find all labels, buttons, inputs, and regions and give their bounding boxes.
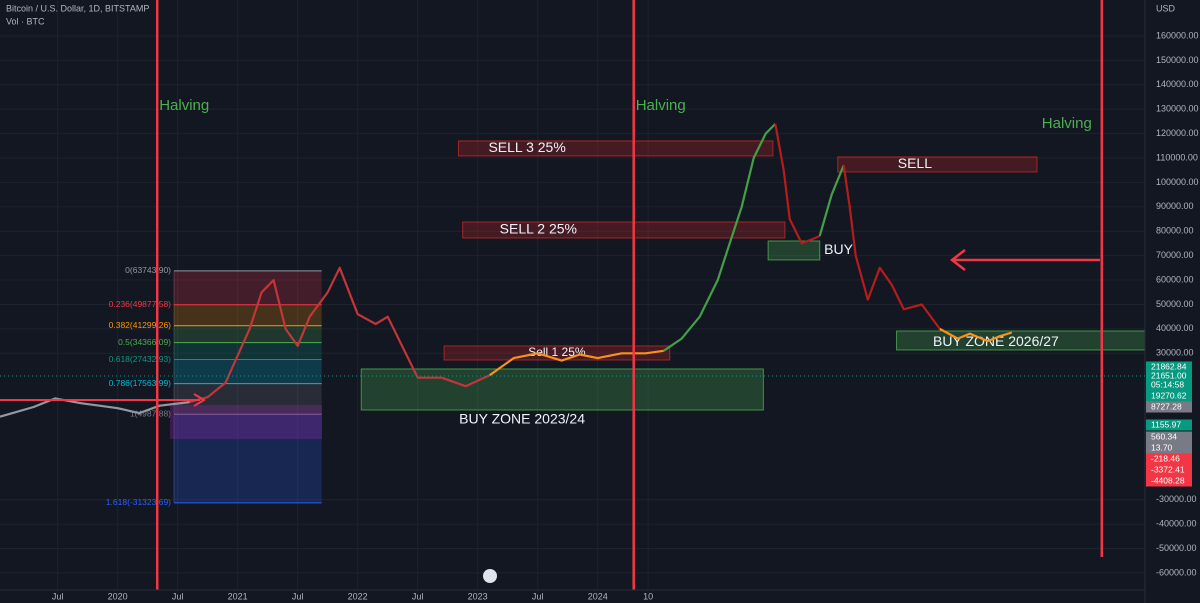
zone-label: SELL 2 25% <box>500 221 577 237</box>
y-tick-label: 160000.00 <box>1156 30 1199 40</box>
y-tick-label: 100000.00 <box>1156 177 1199 187</box>
fib-band <box>174 359 322 384</box>
x-tick-label: 2024 <box>588 591 608 601</box>
x-tick-label: Jul <box>52 591 64 601</box>
y-tick-label: 60000.00 <box>1156 274 1194 284</box>
price-line <box>663 123 777 352</box>
price-badge <box>1146 453 1192 465</box>
price-badge <box>1146 390 1192 402</box>
price-badge-label: 13.70 <box>1151 442 1173 452</box>
grid <box>0 0 1145 590</box>
y-tick-label: 70000.00 <box>1156 250 1194 260</box>
fib-band <box>174 270 322 305</box>
fib-label: 0.5(34366.09) <box>118 337 171 347</box>
y-tick-label: 80000.00 <box>1156 226 1194 236</box>
x-tick-label: 2020 <box>108 591 128 601</box>
fib-label: 0.236(49877.58) <box>109 299 172 309</box>
volume-label: Vol · BTC <box>6 16 45 26</box>
halving-label: Halving <box>1042 115 1092 132</box>
price-line <box>842 165 941 330</box>
price-line <box>774 123 821 245</box>
price-line <box>489 349 664 377</box>
y-tick-label: 110000.00 <box>1156 152 1198 162</box>
x-tick-label: 2021 <box>228 591 248 601</box>
price-badge <box>1146 419 1192 431</box>
x-tick-label: 2023 <box>468 591 488 601</box>
y-tick-label: -50000.00 <box>1156 543 1197 553</box>
price-badge <box>1146 442 1192 454</box>
x-tick-label: Jul <box>292 591 304 601</box>
y-tick-label: 30000.00 <box>1156 348 1194 358</box>
y-tick-label: -60000.00 <box>1156 567 1197 577</box>
fib-band <box>174 304 322 326</box>
y-tick-label: 130000.00 <box>1156 104 1199 114</box>
zone <box>360 368 764 411</box>
zone <box>837 156 1038 173</box>
y-tick-label: -30000.00 <box>1156 494 1197 504</box>
y-tick-label: -40000.00 <box>1156 518 1197 528</box>
price-badge-label: 8727.28 <box>1151 401 1182 411</box>
price-badge-label: 21651.00 <box>1151 370 1187 380</box>
zone-label: Sell 1 25% <box>528 345 586 359</box>
price-badge <box>1146 431 1192 443</box>
price-badge-label: -3372.41 <box>1151 464 1185 474</box>
zone-label: BUY <box>824 241 853 257</box>
price-badge-label: -218.46 <box>1151 453 1180 463</box>
price-badge-label: 05:14:58 <box>1151 379 1184 389</box>
price-badge-label: 19270.62 <box>1151 390 1187 400</box>
fib-label: 0.618(27432.93) <box>109 354 172 364</box>
price-badge-label: -4408.28 <box>1151 475 1185 485</box>
x-tick-label: Jul <box>172 591 184 601</box>
y-tick-label: 90000.00 <box>1156 201 1194 211</box>
x-tick-label: 2022 <box>348 591 368 601</box>
arrow-head <box>949 249 966 271</box>
price-badge <box>1146 361 1192 373</box>
price-line <box>818 164 845 237</box>
fib-label: 0.786(17563.99) <box>109 378 172 388</box>
price-badge-label: 1155.97 <box>1151 419 1181 429</box>
y-tick-label: 120000.00 <box>1156 128 1199 138</box>
y-tick-label: 150000.00 <box>1156 55 1199 65</box>
zone-label: BUY ZONE 2026/27 <box>933 333 1059 349</box>
price-badge-label: 560.34 <box>1151 431 1177 441</box>
zone-label: BUY ZONE 2023/24 <box>459 411 585 427</box>
price-line <box>0 397 190 418</box>
chart-title: Bitcoin / U.S. Dollar, 1D, BITSTAMP <box>6 3 149 13</box>
price-line <box>939 327 1013 343</box>
y-tick-label: 140000.00 <box>1156 79 1199 89</box>
price-badge-label: 21862.84 <box>1151 361 1187 371</box>
fib-band <box>174 342 322 360</box>
halving-label: Halving <box>636 97 686 114</box>
y-tick-label: 40000.00 <box>1156 323 1194 333</box>
price-badge <box>1146 475 1192 487</box>
fib-label: 1.618(-31323.69) <box>106 497 171 507</box>
decor-box <box>170 405 322 439</box>
fib-label: 0(63743.90) <box>125 265 171 275</box>
event-icon[interactable] <box>483 569 497 583</box>
x-tick-label: Jul <box>412 591 424 601</box>
fib-band <box>174 414 322 503</box>
x-tick-label: Jul <box>532 591 544 601</box>
halving-label: Halving <box>159 97 209 114</box>
zone-label: SELL 3 25% <box>488 139 565 155</box>
price-line <box>189 266 491 404</box>
y-tick-label: 50000.00 <box>1156 299 1194 309</box>
price-badge <box>1146 464 1192 476</box>
zone <box>462 221 786 239</box>
zone <box>457 140 774 157</box>
fib-label: 0.382(41299.26) <box>109 320 172 330</box>
arrow-head <box>193 393 206 407</box>
zone-label: SELL <box>898 155 932 171</box>
price-badge <box>1146 379 1192 391</box>
zone <box>767 240 821 261</box>
fib-label: 1(4987.88) <box>130 409 171 419</box>
price-badge <box>1146 401 1192 413</box>
price-badge <box>1146 370 1192 382</box>
y-axis-label: USD <box>1156 3 1176 13</box>
x-tick-label: 10 <box>643 591 653 601</box>
